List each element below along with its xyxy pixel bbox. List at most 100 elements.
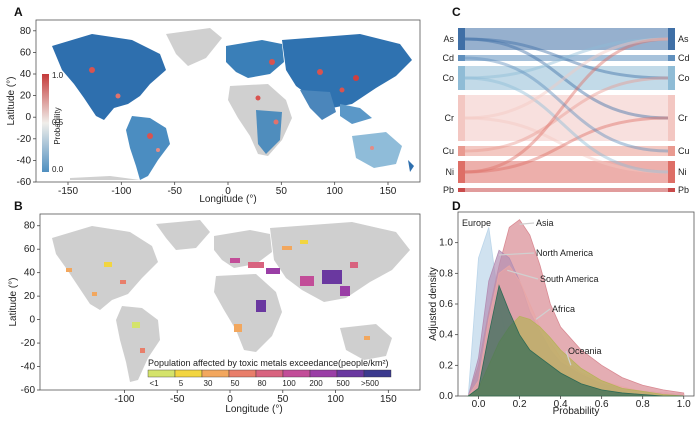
b-hotspot: [66, 268, 72, 272]
sankey-cross-flow: [464, 76, 669, 174]
sankey-right-node: [668, 146, 675, 156]
sankey-left-label: Co: [442, 73, 454, 83]
b-xtick-label: 0: [227, 394, 233, 405]
b-europe: [214, 230, 272, 268]
a-ytick-label: 20: [20, 91, 32, 102]
legend-swatch: [255, 369, 284, 378]
panel-c: C As As Cd Cd Co Co Cr Cr Cu Cu Ni Ni Pb Pb: [442, 5, 689, 195]
a-hotspot: [273, 119, 279, 125]
a-hotspot: [370, 146, 374, 150]
sankey-left-label: Cd: [442, 53, 454, 63]
b-hotspot: [230, 258, 240, 263]
colorbar-a-min: 0.0: [52, 165, 64, 174]
b-ytick-label: 60: [24, 244, 36, 255]
panel-d-ylabel: Adjusted density: [428, 267, 439, 340]
b-hotspot: [248, 262, 264, 268]
legend-b-title: Population affected by toxic metals exce…: [148, 358, 388, 368]
sankey-right-label: Co: [678, 73, 690, 83]
panel-b-xlabel: Longitude (°): [225, 404, 282, 415]
b-xtick-label: -100: [114, 394, 134, 405]
a-hotspot: [89, 67, 95, 73]
legend-swatch: [201, 369, 230, 378]
d-ytick-label: 0.0: [439, 391, 453, 402]
b-xtick-label: -50: [170, 394, 185, 405]
density-label-leader: [519, 222, 535, 225]
sankey-cross-flow: [464, 76, 669, 153]
b-south-america: [116, 306, 160, 382]
b-hotspot: [350, 262, 358, 268]
legend-swatch: [147, 369, 176, 378]
b-hotspot: [282, 246, 292, 250]
a-xtick-label: -50: [167, 186, 182, 197]
a-xtick-label: -100: [111, 186, 131, 197]
legend-b-swatches: <1 5 30 50 80 100 200 500 >500: [147, 369, 392, 388]
legend-bin-label: 30: [204, 379, 213, 388]
panel-b-ylabel: Latitude (°): [8, 277, 19, 326]
sankey-right-node: [668, 28, 675, 50]
legend-bin-label: 200: [309, 379, 323, 388]
sankey-left-label: As: [443, 34, 454, 44]
sankey-cross-flow: [464, 37, 669, 80]
a-ytick-label: -60: [17, 177, 32, 188]
panel-b-label: B: [14, 199, 23, 213]
d-ytick-label: 1.0: [439, 238, 453, 249]
sankey-cross-flow: [464, 37, 669, 120]
a-europe: [226, 40, 284, 78]
a-new-zealand: [408, 160, 414, 172]
d-xtick-label: 0.8: [636, 399, 650, 410]
legend-swatch: [336, 369, 365, 378]
d-xtick-label: 0.0: [472, 399, 486, 410]
d-ytick-label: 0.2: [439, 360, 453, 371]
sankey-cross-flow: [464, 37, 669, 120]
b-ytick-label: 20: [24, 291, 36, 302]
b-hotspot: [92, 292, 97, 296]
legend-bin-label: 50: [231, 379, 240, 388]
panel-a-label: A: [14, 5, 23, 19]
sankey-flow: [465, 161, 668, 183]
b-ytick-label: -40: [21, 362, 36, 373]
panel-d-label: D: [452, 199, 461, 213]
legend-swatch: [228, 369, 257, 378]
density-label-leader: [499, 252, 535, 256]
density-label-leader: [535, 308, 551, 320]
sankey-flow: [465, 28, 668, 50]
sankey-left-node: [458, 146, 465, 156]
panel-b-legend: Population affected by toxic metals exce…: [147, 358, 392, 388]
a-hotspot: [353, 75, 359, 81]
b-ytick-label: 0: [29, 315, 35, 326]
panel-a-colorbar: 1.0 0.5 0.0 Probability: [42, 71, 64, 174]
b-hotspot: [266, 268, 280, 274]
a-xtick-label: 150: [380, 186, 397, 197]
a-ytick-label: -20: [17, 134, 32, 145]
panel-b-hotspots: [66, 240, 370, 353]
sankey-flow: [465, 95, 668, 141]
sankey-left-label: Cu: [442, 146, 454, 156]
d-xtick-label: 0.6: [595, 399, 609, 410]
a-se-asia: [340, 104, 372, 124]
panel-a-ylabel: Latitude (°): [6, 76, 17, 125]
legend-bin-label: 100: [282, 379, 296, 388]
legend-bin-label: 5: [179, 379, 184, 388]
colorbar-a-max: 1.0: [52, 71, 64, 80]
sankey-left-node: [458, 188, 465, 192]
b-ytick-label: -60: [21, 385, 36, 396]
panel-d-ticks: 0.0 0.2 0.4 0.6 0.8 1.0 0.0 0.2 0.4 0.6 0.8 1.0: [439, 238, 691, 410]
a-antarctica-hint: [70, 176, 140, 180]
b-ytick-label: 40: [24, 268, 36, 279]
panel-a-landmasses: [52, 28, 414, 180]
b-hotspot: [256, 300, 266, 312]
a-xtick-label: 50: [276, 186, 288, 197]
sankey-right-label: Cu: [678, 146, 690, 156]
panel-d: D 0.0 0.2 0.4 0.6 0.8 1.0 0.0 0.2 0.4 0.6 0.8 1.0 E…: [428, 199, 695, 417]
sankey-cross-flow: [464, 37, 669, 80]
b-ytick-label: 80: [24, 221, 36, 232]
colorbar-a-gradient: [42, 74, 49, 172]
d-xtick-label: 0.4: [554, 399, 568, 410]
sankey-cross-flow: [464, 116, 669, 174]
panel-c-label: C: [452, 5, 461, 19]
b-hotspot: [120, 280, 126, 284]
b-hotspot: [300, 276, 314, 286]
